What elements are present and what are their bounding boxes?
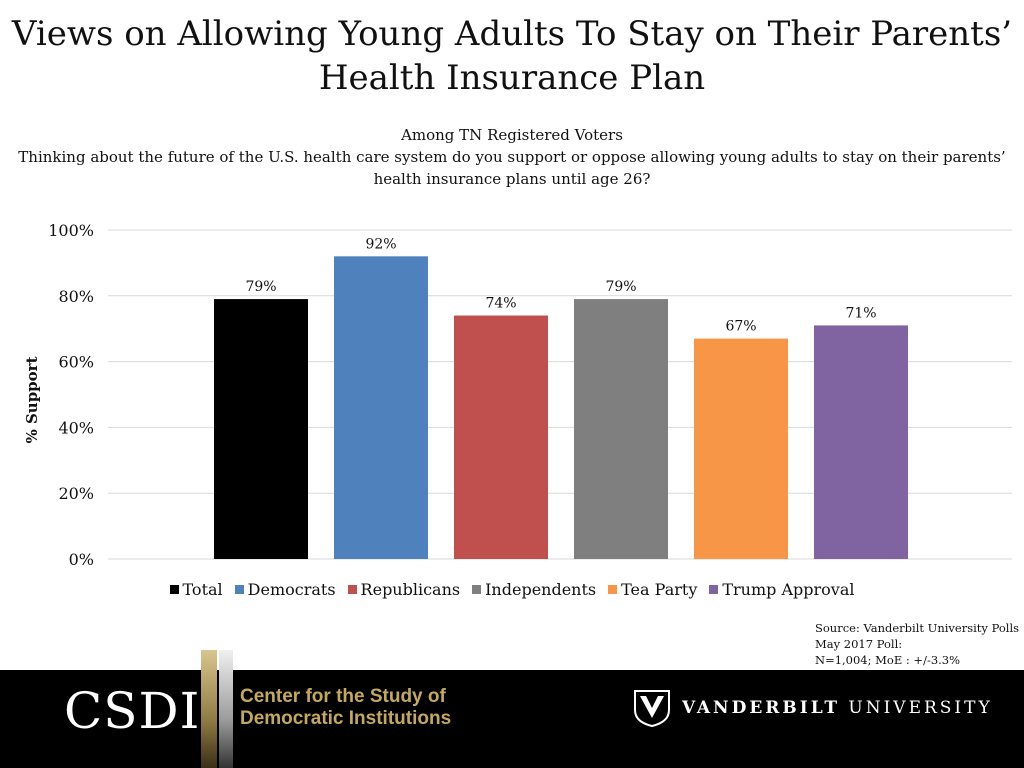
legend-item: Tea Party — [608, 580, 697, 599]
vanderbilt-wordmark-rest: UNIVERSITY — [848, 698, 993, 718]
subtitle-question: Thinking about the future of the U.S. he… — [18, 148, 1006, 188]
legend-swatch — [608, 585, 618, 594]
legend-swatch — [709, 585, 719, 594]
bar-value-label: 74% — [485, 296, 516, 312]
source-line2: May 2017 Poll: — [815, 637, 903, 651]
y-tick-label: 80% — [58, 287, 94, 306]
y-tick-label: 60% — [58, 353, 94, 372]
chart-title-line2: Health Insurance Plan — [318, 58, 706, 98]
legend-label: Tea Party — [621, 580, 698, 599]
bar-value-label: 92% — [365, 236, 396, 252]
y-tick-label: 20% — [58, 484, 94, 503]
vanderbilt-wordmark: VANDERBILT UNIVERSITY — [682, 698, 993, 718]
legend-item: Republicans — [347, 580, 461, 599]
bar-value-label: 79% — [245, 279, 276, 295]
logo-divider-gray — [219, 650, 233, 768]
legend-swatch — [472, 585, 482, 594]
chart-title-line1: Views on Allowing Young Adults To Stay o… — [11, 14, 1013, 54]
source-note: Source: Vanderbilt University Polls May … — [815, 620, 1019, 668]
source-line1: Source: Vanderbilt University Polls — [815, 621, 1020, 635]
legend-swatch — [347, 585, 357, 594]
bar-value-label: 79% — [605, 279, 636, 295]
bar-total — [214, 299, 308, 559]
y-tick-label: 40% — [58, 418, 94, 437]
bar-republicans — [454, 315, 548, 559]
chart-title: Views on Allowing Young Adults To Stay o… — [0, 12, 1024, 100]
bar-democrats — [334, 256, 428, 559]
y-tick-label: 0% — [69, 550, 94, 569]
legend-swatch — [169, 585, 179, 594]
legend-item: Trump Approval — [709, 580, 855, 599]
center-name-line1: Center for the Study of — [240, 686, 446, 707]
bar-tea-party — [694, 338, 788, 559]
center-name-line2: Democratic Institutions — [240, 708, 452, 729]
bar-chart: 0% 20% 40% 60% 80% 100% 79% 92% 74% 79% 67% 71% — [48, 221, 1012, 569]
bar-independents — [574, 299, 668, 559]
legend-label: Trump Approval — [722, 580, 855, 599]
source-line3: N=1,004; MoE : +/-3.3% — [815, 653, 961, 667]
legend-swatch — [234, 585, 244, 594]
legend-item: Total — [169, 580, 223, 599]
bar-value-label: 67% — [725, 319, 756, 335]
legend-label: Independents — [485, 580, 597, 599]
bar-value-label: 71% — [845, 305, 876, 321]
legend-item: Democrats — [234, 580, 336, 599]
chart-legend: Total Democrats Republicans Independents Tea… — [0, 580, 1024, 599]
legend-label: Republicans — [360, 580, 461, 599]
bar-trump-approval — [814, 325, 908, 559]
legend-label: Democrats — [247, 580, 336, 599]
footer-banner: CSDI Center for the Study of Democratic … — [0, 650, 1024, 768]
vanderbilt-wordmark-bold: VANDERBILT — [682, 698, 840, 718]
legend-item: Independents — [472, 580, 596, 599]
y-tick-label: 100% — [48, 221, 94, 240]
center-name: Center for the Study of Democratic Insti… — [240, 686, 451, 730]
chart-subtitle: Among TN Registered Voters Thinking abou… — [0, 124, 1024, 190]
legend-label: Total — [182, 580, 223, 599]
subtitle-population: Among TN Registered Voters — [401, 126, 623, 144]
vanderbilt-shield-icon — [634, 690, 670, 728]
csdi-logo-text: CSDI — [64, 682, 201, 740]
logo-divider-gold — [201, 650, 217, 768]
